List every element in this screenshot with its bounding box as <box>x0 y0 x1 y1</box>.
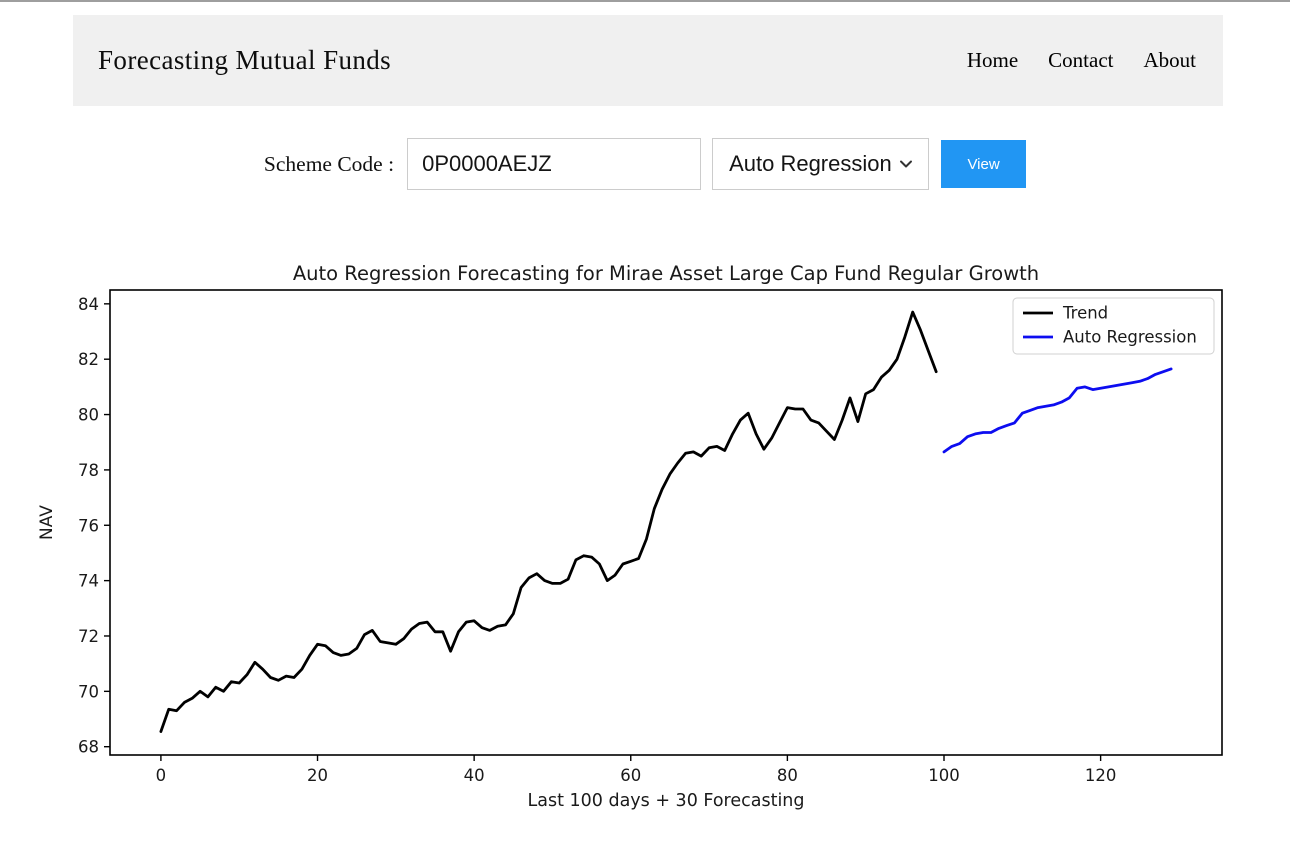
y-tick-label: 72 <box>78 627 99 646</box>
y-tick-label: 82 <box>78 350 99 369</box>
legend-label: Auto Regression <box>1063 328 1197 347</box>
chart-title: Auto Regression Forecasting for Mirae As… <box>293 262 1039 285</box>
legend-label: Trend <box>1062 304 1108 323</box>
view-button[interactable]: View <box>941 140 1027 188</box>
chart-legend <box>1012 297 1215 355</box>
plot-border <box>109 289 1223 756</box>
x-tick-label: 0 <box>156 766 167 785</box>
x-tick-label: 40 <box>464 766 485 785</box>
scheme-code-input[interactable] <box>407 138 702 190</box>
x-tick-label: 20 <box>307 766 328 785</box>
y-tick-label: 78 <box>78 461 99 480</box>
y-tick-label: 84 <box>78 295 99 314</box>
forecast-line <box>942 367 1173 454</box>
x-tick-label: 120 <box>1085 766 1117 785</box>
model-select-dropdown[interactable]: Auto Regression <box>712 138 930 190</box>
y-tick-label: 76 <box>78 516 99 535</box>
chart-svg: Auto Regression Forecasting for Mirae As… <box>37 262 1223 811</box>
forecast-chart: Auto Regression Forecasting for Mirae As… <box>30 252 1240 822</box>
y-tick-label: 80 <box>78 406 99 425</box>
y-axis-label: NAV <box>37 505 57 540</box>
scheme-form: Scheme Code : Auto Regression View <box>0 138 1290 190</box>
model-select-value: Auto Regression <box>729 151 892 176</box>
main-nav: Home Contact About <box>937 48 1196 73</box>
scheme-code-label: Scheme Code : <box>263 151 395 176</box>
trend-line <box>159 310 938 733</box>
y-tick-label: 68 <box>78 738 99 757</box>
y-tick-label: 74 <box>78 572 99 591</box>
header: Forecasting Mutual Funds Home Contact Ab… <box>73 15 1223 106</box>
chevron-down-icon <box>897 155 915 173</box>
nav-about[interactable]: About <box>1143 48 1197 72</box>
page-title: Forecasting Mutual Funds <box>98 45 392 75</box>
y-tick-label: 70 <box>78 682 99 701</box>
x-axis-label: Last 100 days + 30 Forecasting <box>527 791 804 811</box>
nav-home[interactable]: Home <box>966 48 1019 72</box>
nav-contact[interactable]: Contact <box>1048 48 1114 72</box>
x-tick-label: 100 <box>928 766 960 785</box>
x-tick-label: 60 <box>620 766 641 785</box>
x-tick-label: 80 <box>777 766 798 785</box>
